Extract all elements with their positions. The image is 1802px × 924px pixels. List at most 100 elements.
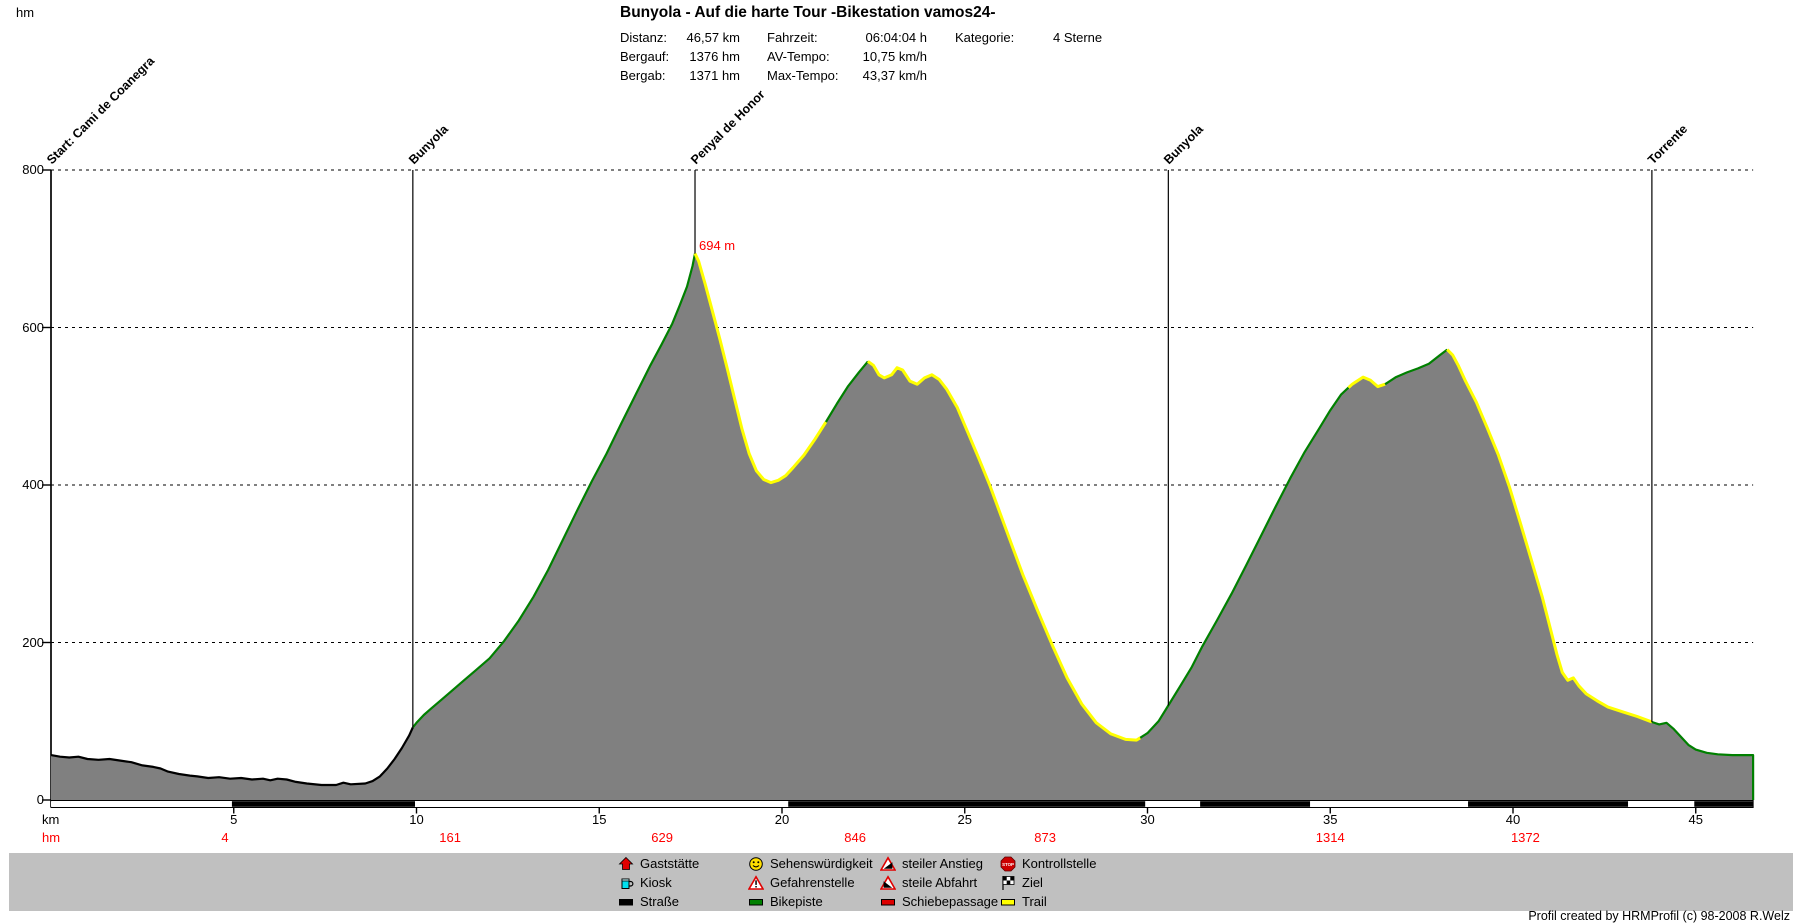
road-bar-segment bbox=[1628, 801, 1695, 807]
x-axis-unit-label: km bbox=[42, 812, 60, 827]
stat-label-fahrzeit: Fahrzeit: bbox=[767, 30, 818, 45]
road-bar-segment bbox=[1145, 801, 1201, 807]
finish-flag-icon bbox=[1000, 875, 1016, 891]
legend-item: Kiosk bbox=[618, 874, 672, 891]
stat-label-max-tempo: Max-Tempo: bbox=[767, 68, 839, 83]
legend-item: Trail bbox=[1000, 893, 1047, 910]
stat-value-kategorie: 4 Sterne bbox=[1053, 30, 1103, 45]
push-section-bar-icon bbox=[880, 894, 896, 910]
legend-item: STOP Kontrollstelle bbox=[1000, 855, 1096, 872]
stat-label-bergauf: Bergauf: bbox=[620, 49, 670, 64]
y-axis-unit-label: hm bbox=[16, 5, 35, 20]
stat-value-bergauf: 1376 hm bbox=[689, 49, 740, 64]
track-segment-Bikepiste bbox=[411, 253, 697, 729]
road-bar-segment bbox=[1468, 801, 1629, 807]
y-tick-label-0: 0 bbox=[36, 792, 44, 807]
legend-item: Sehenswürdigkeit bbox=[748, 855, 873, 872]
x-tick-label-30: 30 bbox=[1140, 812, 1155, 827]
stat-label-distanz: Distanz: bbox=[620, 30, 667, 45]
climb-value-label: 1372 bbox=[1510, 830, 1540, 845]
stat-value-distanz: 46,57 km bbox=[686, 30, 740, 45]
stat-label-av-tempo: AV-Tempo: bbox=[767, 49, 830, 64]
legend-band: Gaststätte Kiosk Straße Sehenswürdigkeit Gef… bbox=[9, 853, 1793, 911]
track-segment-Trail bbox=[1446, 348, 1653, 724]
track-segment-Trail bbox=[867, 360, 1141, 742]
legend-label: Straße bbox=[640, 894, 680, 909]
mug-icon bbox=[618, 875, 634, 891]
steep-ascent-icon bbox=[880, 855, 896, 872]
smiley-icon bbox=[748, 856, 764, 872]
road-bar-segment bbox=[1694, 801, 1754, 807]
road-bar-segment bbox=[231, 801, 416, 807]
legend-label: Trail bbox=[1022, 894, 1047, 909]
x-tick-label-45: 45 bbox=[1688, 812, 1703, 827]
legend-label: steile Abfahrt bbox=[902, 875, 978, 890]
legend-label: Bikepiste bbox=[770, 894, 823, 909]
track-segment-Bikepiste bbox=[1651, 720, 1755, 801]
steep-descent-icon bbox=[880, 874, 896, 891]
x-tick-label-35: 35 bbox=[1323, 812, 1338, 827]
climb-value-label: 4 bbox=[221, 830, 229, 845]
legend-label: Sehenswürdigkeit bbox=[770, 856, 873, 871]
road-bar-segment bbox=[415, 801, 789, 807]
climb-row-unit-label: hm bbox=[42, 830, 61, 845]
x-tick-label-5: 5 bbox=[230, 812, 238, 827]
stat-value-av-tempo: 10,75 km/h bbox=[862, 49, 927, 64]
climb-value-label: 1314 bbox=[1315, 830, 1345, 845]
legend-label: Ziel bbox=[1022, 875, 1043, 890]
footer-credit: Profil created by HRMProfil (c) 98-2008 … bbox=[1528, 909, 1790, 923]
stat-value-fahrzeit: 06:04:04 h bbox=[865, 30, 927, 45]
legend-label: steiler Anstieg bbox=[902, 856, 983, 871]
track-segment-Trail bbox=[1347, 375, 1386, 389]
warning-triangle-icon bbox=[748, 874, 764, 891]
y-tick-label-400: 400 bbox=[22, 477, 44, 492]
x-tick-label-10: 10 bbox=[409, 812, 424, 827]
stat-label-bergab: Bergab: bbox=[620, 68, 666, 83]
climb-value-label: 629 bbox=[651, 830, 673, 845]
legend-item: steile Abfahrt bbox=[880, 874, 977, 891]
road-bar-icon bbox=[618, 894, 634, 910]
track-segment-Bikepiste bbox=[824, 360, 869, 423]
legend-item: Ziel bbox=[1000, 874, 1043, 891]
stat-value-bergab: 1371 hm bbox=[689, 68, 740, 83]
stat-label-kategorie: Kategorie: bbox=[955, 30, 1015, 45]
legend-label: Gaststätte bbox=[640, 856, 700, 871]
x-tick-label-20: 20 bbox=[774, 812, 790, 827]
house-icon bbox=[618, 856, 634, 872]
stat-value-max-tempo: 43,37 km/h bbox=[862, 68, 927, 83]
page-title: Bunyola - Auf die harte Tour -Bikestatio… bbox=[620, 4, 996, 21]
legend-label: Kontrollstelle bbox=[1022, 856, 1097, 871]
track-segment-Bikepiste bbox=[1139, 386, 1350, 739]
elevation-area bbox=[51, 253, 1754, 800]
legend-item: Gefahrenstelle bbox=[748, 874, 855, 891]
x-tick-label-25: 25 bbox=[957, 812, 972, 827]
legend-item: steiler Anstieg bbox=[880, 855, 983, 872]
track-segment-Bikepiste bbox=[1384, 348, 1448, 386]
x-tick-label-40: 40 bbox=[1505, 812, 1521, 827]
road-bar-segment bbox=[51, 801, 232, 807]
bikepiste-bar-icon bbox=[748, 894, 764, 910]
legend-label: Schiebepassage bbox=[902, 894, 999, 909]
svg-text:STOP: STOP bbox=[1002, 861, 1014, 866]
road-bar-segment bbox=[1200, 801, 1311, 807]
legend-item: Schiebepassage bbox=[880, 893, 998, 910]
legend-label: Kiosk bbox=[640, 875, 672, 890]
legend-item: Bikepiste bbox=[748, 893, 823, 910]
climb-value-label: 846 bbox=[844, 830, 866, 845]
track-segment-Trail bbox=[693, 252, 828, 485]
legend-item: Straße bbox=[618, 893, 679, 910]
y-tick-label-600: 600 bbox=[22, 319, 44, 335]
road-bar-segment bbox=[1310, 801, 1469, 807]
road-bar-segment bbox=[788, 801, 1146, 807]
y-tick-label-800: 800 bbox=[22, 162, 44, 177]
climb-value-label: 161 bbox=[439, 830, 461, 845]
stop-sign-icon: STOP bbox=[1000, 856, 1016, 872]
x-tick-label-15: 15 bbox=[592, 812, 607, 827]
climb-value-label: 873 bbox=[1034, 830, 1056, 845]
track-segment-Straße bbox=[50, 727, 414, 787]
trail-bar-icon bbox=[1000, 894, 1016, 910]
legend-item: Gaststätte bbox=[618, 855, 699, 872]
y-tick-label-200: 200 bbox=[22, 634, 44, 650]
